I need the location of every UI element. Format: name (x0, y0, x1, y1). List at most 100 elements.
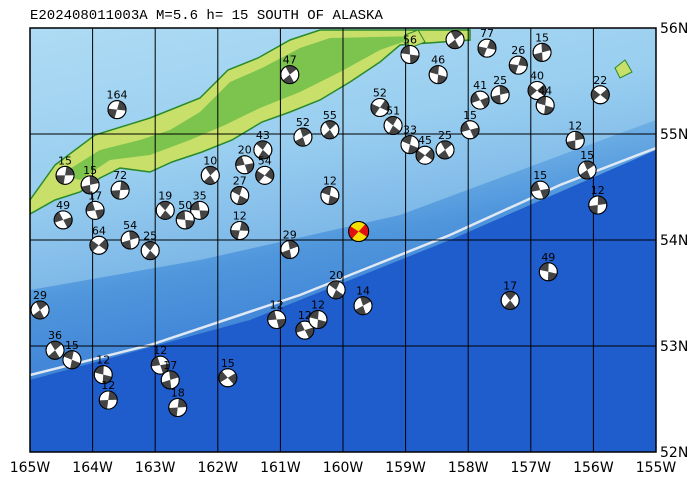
depth-label: 52 (373, 87, 387, 100)
beachball-outline (490, 85, 510, 105)
depth-label: 33 (403, 124, 417, 137)
depth-label: 12 (298, 309, 312, 322)
compression-quadrant (151, 356, 161, 367)
compression-quadrant (160, 363, 170, 374)
beachball-outline (160, 370, 180, 390)
focal-mechanism (230, 220, 250, 240)
depth-label: 12 (591, 184, 605, 197)
focal-mechanism (53, 210, 73, 230)
focal-mechanism (140, 241, 160, 261)
compression-quadrant (544, 105, 554, 115)
depth-label: 10 (203, 154, 217, 167)
beachball-outline (253, 140, 273, 160)
beachball-outline (120, 230, 140, 250)
compression-quadrant (159, 201, 171, 211)
beachball-outline (190, 200, 210, 220)
beachball-outline (200, 165, 220, 185)
depth-label: 12 (270, 299, 284, 312)
beachball-outline (98, 390, 118, 410)
lon-tick-label: 165W (10, 460, 51, 476)
focal-mechanism (168, 397, 188, 417)
depth-label: 36 (48, 329, 62, 342)
focal-mechanism (107, 100, 127, 120)
compression-quadrant (81, 184, 91, 194)
depth-label: 15 (83, 164, 97, 177)
compression-quadrant (504, 300, 516, 310)
focal-mechanism (477, 38, 497, 58)
depth-label: 12 (323, 174, 337, 187)
compression-quadrant (121, 240, 132, 250)
compression-quadrant (50, 341, 62, 351)
compression-quadrant (177, 398, 187, 408)
beachball-outline (400, 135, 420, 155)
lat-tick-label: 52N (660, 445, 688, 461)
depth-label: 45 (418, 134, 432, 147)
focal-mechanism (532, 42, 552, 62)
compression-quadrant (117, 100, 127, 111)
focal-mechanism (538, 262, 558, 282)
frame (29, 27, 657, 453)
depth-label: 72 (113, 169, 127, 182)
compression-quadrant (199, 210, 209, 220)
focal-mechanism (320, 185, 340, 205)
beachball-outline (530, 180, 550, 200)
compression-quadrant (86, 201, 96, 212)
compression-quadrant (358, 224, 369, 237)
beachball-outline (295, 320, 315, 340)
compression-quadrant (282, 74, 295, 84)
island (404, 29, 426, 49)
compression-quadrant (504, 291, 517, 301)
depth-label: 50 (178, 199, 192, 212)
lon-tick-label: 163W (135, 460, 176, 476)
focal-mechanism (62, 350, 82, 370)
focal-mechanism (85, 200, 105, 220)
depth-label: 12 (568, 119, 582, 132)
depth-label: 15 (533, 169, 547, 182)
beachball-outline (445, 30, 465, 50)
beachball-outline (53, 210, 73, 230)
compression-quadrant (579, 170, 591, 180)
focal-mechanism (577, 160, 597, 180)
focal-mechanism (445, 30, 465, 50)
compression-quadrant (264, 168, 274, 181)
focal-mechanism (150, 355, 170, 375)
beachball-outline (235, 155, 255, 175)
focal-mechanism (400, 45, 420, 64)
beachball-outline (435, 140, 455, 160)
beachball-outline (590, 85, 610, 105)
compression-quadrant (437, 74, 447, 84)
depth-label: 25 (143, 230, 157, 243)
focal-mechanism (200, 165, 220, 185)
compression-quadrant (239, 221, 249, 231)
lon-tick-label: 160W (323, 460, 364, 476)
depth-label: 12 (101, 379, 115, 392)
focal-mechanism (415, 145, 435, 165)
depth-label: 29 (283, 229, 297, 242)
depth-label: 13 (448, 19, 462, 32)
compression-quadrant (536, 96, 547, 106)
compression-quadrant (547, 271, 558, 281)
depth-label: 35 (193, 189, 207, 202)
compression-quadrant (235, 156, 245, 167)
compression-quadrant (348, 226, 359, 239)
depth-label: 22 (593, 74, 607, 87)
compression-quadrant (575, 131, 585, 141)
lon-tick-label: 155W (636, 460, 677, 476)
highlands (60, 36, 420, 180)
compression-quadrant (450, 30, 463, 40)
focal-mechanism (435, 140, 455, 160)
compression-quadrant (108, 391, 118, 401)
beachball-outline (89, 235, 109, 255)
compression-quadrant (600, 88, 610, 101)
beachball-outline (535, 95, 555, 115)
focal-mechanism (255, 165, 275, 185)
island (614, 59, 633, 79)
compression-quadrant (145, 250, 157, 260)
depth-label: 47 (283, 54, 297, 67)
depth-label: 15 (221, 357, 235, 370)
depth-label: 14 (356, 285, 370, 298)
focal-mechanism (588, 195, 608, 215)
depth-label: 46 (431, 54, 445, 67)
beachball-outline (500, 290, 520, 310)
depth-label: 77 (480, 27, 494, 40)
